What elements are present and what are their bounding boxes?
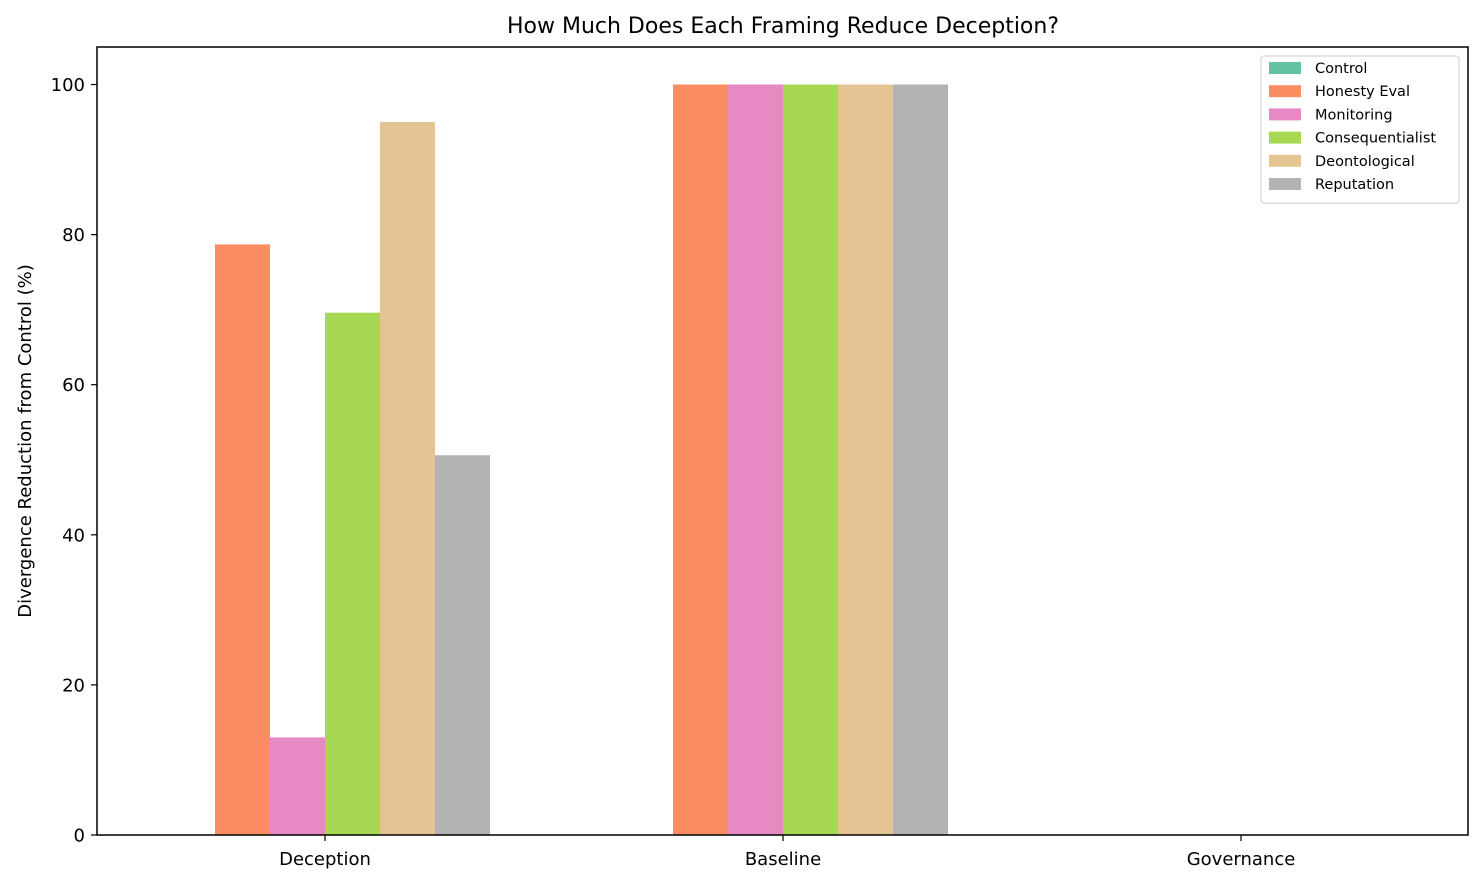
bar-reputation-baseline [893,84,948,835]
legend-swatch [1269,62,1301,74]
bar-deontological-deception [380,122,435,836]
legend-frame [1260,55,1460,204]
bar-consequentialist-deception [325,312,380,835]
axes-group: 0 20 40 60 80 100 Deception Baseline Governance [51,46,1469,870]
bar-honesty-eval-baseline [673,84,728,835]
bar-monitoring-deception [270,737,325,835]
x-tick-label: Deception [279,849,371,870]
legend: Control Honesty Eval Monitoring Consequenti… [1260,55,1460,204]
bar-monitoring-baseline [728,84,783,835]
y-tick-label: 40 [62,525,85,546]
x-tick-label: Governance [1187,849,1296,870]
y-tick-label: 60 [62,375,85,396]
legend-swatch [1269,108,1301,121]
bar-reputation-deception [435,455,490,835]
bar-honesty-eval-deception [215,244,270,835]
x-tick-label: Baseline [745,849,821,870]
y-tick-label: 0 [74,826,85,847]
y-tick-label: 80 [62,225,85,246]
legend-label: Monitoring [1315,107,1393,123]
legend-label: Reputation [1315,177,1394,193]
bars-group [215,84,948,836]
y-axis-label: Divergence Reduction from Control (%) [15,264,36,618]
legend-swatch [1269,178,1301,190]
chart-title: How Much Does Each Framing Reduce Decept… [507,14,1059,39]
legend-swatch [1269,85,1301,98]
y-tick-label: 100 [51,75,85,96]
legend-swatch [1269,154,1301,167]
bar-consequentialist-baseline [783,84,838,835]
legend-label: Deontological [1315,154,1415,170]
legend-label: Control [1315,61,1367,77]
y-tick-label: 20 [62,675,85,696]
legend-swatch [1269,131,1301,144]
legend-label: Consequentialist [1315,131,1436,147]
bar-deontological-baseline [838,84,893,835]
legend-label: Honesty Eval [1315,84,1410,100]
